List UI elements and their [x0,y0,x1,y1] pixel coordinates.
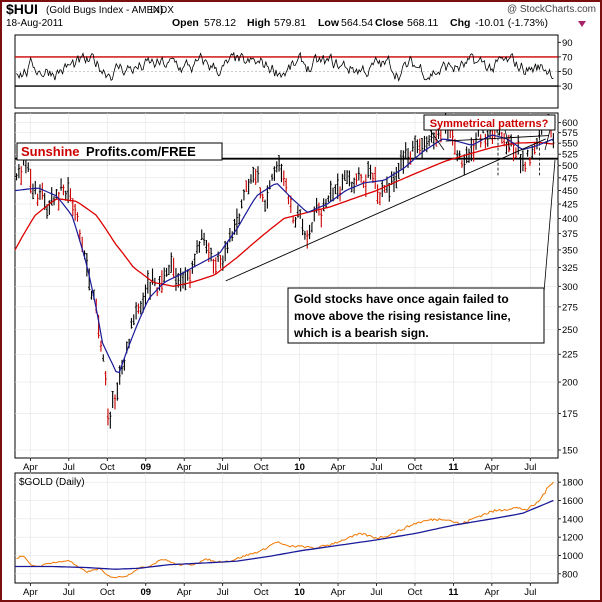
price-ytick-label: 325 [562,263,578,274]
logo-part-sunshine: Sunshine [21,144,80,159]
price-xtick-label: Oct [100,462,115,473]
price-xtick-label: Oct [254,462,269,473]
price-ytick-label: 175 [562,409,578,420]
logo-part-profits: Profits.com/FREE [86,144,196,159]
chart-exchange: INDX [150,5,174,16]
gold-layer: 800 1000 1200 1400 1600 1800 Apr Jul Oct 09 Apr Jul… [15,473,583,598]
gold-xtick-label: Jul [63,587,75,598]
price-ytick-label: 375 [562,229,578,240]
price-ytick-label: 300 [562,282,578,293]
gold-ytick-label: 1200 [562,533,583,544]
gold-ytick-label: 1600 [562,496,583,507]
price-ytick-label: 475 [562,173,578,184]
gold-price-line [16,481,554,579]
chart-title-name: (Gold Bugs Index - AMEX) [46,5,163,16]
high-value: 579.81 [274,17,306,29]
price-xtick-label: Apr [177,462,192,473]
stockcharts-watermark: @ StockCharts.com [507,4,596,15]
price-xtick-label: Apr [484,462,499,473]
price-ytick-label: 575 [562,128,578,139]
ohlc-readout: Open 578.12 High 579.81 Low 564.54 Close… [172,17,586,29]
low-value: 564.54 [341,17,373,29]
gold-xtick-label: Oct [100,587,115,598]
price-ytick-label: 350 [562,245,578,256]
price-xtick-label: Oct [408,462,423,473]
price-xtick-label: 11 [448,462,459,473]
price-ytick-label: 400 [562,214,578,225]
close-value: 568.11 [407,17,438,29]
high-label: High [247,17,270,29]
upper-trend-line [445,135,549,142]
gold-xtick-label: Jul [217,587,229,598]
price-ytick-label: 200 [562,378,578,389]
price-layer: 150 175 200 225 250 275 300 325 350 375 400 425 450 4… [14,112,578,473]
price-xtick-label: Apr [23,462,38,473]
gold-xtick-label: Oct [254,587,269,598]
sunshine-profits-logo: Sunshine Profits.com/FREE [16,142,223,161]
rsi-ytick-label: 30 [562,82,573,93]
comment-callout: Gold stocks have once again failed to mo… [287,159,556,344]
chart-symbol: $HUI [6,1,38,17]
gold-panel-title: $GOLD (Daily) [19,477,85,488]
down-arrow-icon [578,21,586,27]
gold-xtick-label: Jul [524,587,536,598]
gold-ma-line [15,499,554,570]
gold-ytick-label: 1000 [562,551,583,562]
chart-date: 18-Aug-2011 [6,18,64,29]
open-value: 578.12 [204,17,236,29]
chg-label: Chg [450,17,470,29]
gold-panel [14,472,559,584]
price-ytick-label: 425 [562,200,578,211]
gold-ytick-label: 800 [562,569,578,580]
close-label: Close [375,17,404,29]
gold-xtick-label: Apr [484,587,499,598]
price-ytick-label: 150 [562,445,578,456]
price-ytick-label: 250 [562,325,578,336]
price-xtick-label: Jul [370,462,382,473]
rising-resistance-line [225,138,546,282]
chg-value: -10.01 (-1.73%) [475,17,548,29]
rsi-ytick-label: 50 [562,67,573,78]
price-ytick-label: 275 [562,302,578,313]
gold-xtick-label: Jul [370,587,382,598]
comment-line-1: Gold stocks have once again failed to [294,292,509,306]
gold-xtick-label: 09 [140,587,151,598]
low-label: Low [318,17,340,29]
price-xtick-label: 10 [294,462,305,473]
comment-line-3: which is a bearish sign. [293,326,429,340]
gold-xtick-label: 11 [448,587,459,598]
price-panel [14,112,559,459]
rsi-ytick-label: 90 [562,38,573,49]
rsi-line [16,51,554,82]
price-xtick-label: Jul [524,462,536,473]
rsi-ytick-label: 70 [562,52,573,63]
open-label: Open [172,17,199,29]
ma-slow-line [14,141,554,287]
price-xtick-label: Jul [63,462,75,473]
comment-line-2: move above the rising resistance line, [294,309,511,323]
gold-xtick-label: 10 [294,587,305,598]
ma-fast-line [14,134,554,374]
price-ytick-label: 525 [562,150,578,161]
gold-ytick-label: 1800 [562,478,583,489]
gold-xtick-label: Apr [177,587,192,598]
price-xtick-label: Apr [331,462,346,473]
rsi-layer: 30 50 70 90 [15,38,573,93]
gold-xtick-label: Apr [23,587,38,598]
gold-xtick-label: Apr [331,587,346,598]
price-ytick-label: 225 [562,350,578,361]
price-ytick-label: 600 [562,118,578,129]
gold-xtick-label: Oct [408,587,423,598]
gold-ytick-label: 1400 [562,514,583,525]
symmetrical-callout: Symmetrical patterns? [423,114,556,151]
price-ytick-label: 550 [562,139,578,150]
price-ytick-label: 450 [562,186,578,197]
price-xtick-label: 09 [140,462,151,473]
price-xtick-label: Jul [217,462,229,473]
symmetrical-text: Symmetrical patterns? [430,118,549,130]
price-ytick-label: 500 [562,161,578,172]
